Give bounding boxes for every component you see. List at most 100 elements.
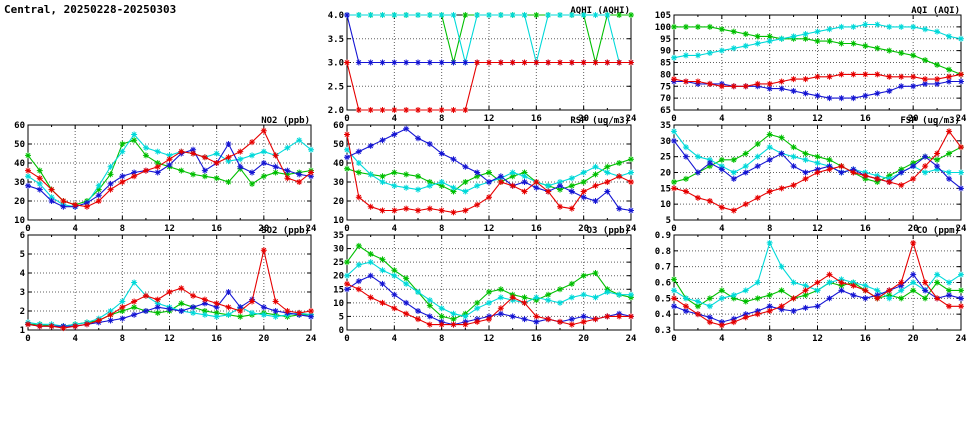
svg-text:4: 4 [719,114,725,124]
svg-text:0: 0 [671,334,676,344]
page-title: Central, 20250228-20250303 [4,3,177,16]
svg-text:FSP (ug/m3): FSP (ug/m3) [900,116,960,126]
svg-text:5: 5 [666,216,671,226]
svg-text:24: 24 [626,224,637,234]
svg-text:6: 6 [20,231,25,241]
svg-text:20: 20 [908,114,919,124]
svg-text:60: 60 [14,121,25,131]
chart-co: 0 4 8 12 16 20 24 0.3 0.4 0.5 0.6 0.7 0.8 0.9 CO (ppm) [648,225,968,346]
chart-no2: 0 4 8 12 16 20 24 10 20 30 40 50 60 NO2 (ppb) [2,115,318,236]
svg-text:4: 4 [392,334,398,344]
svg-text:12: 12 [484,114,495,124]
svg-text:24: 24 [956,334,967,344]
svg-text:16: 16 [211,224,222,234]
svg-text:AQI (AQI): AQI (AQI) [911,6,960,16]
svg-text:2: 2 [20,307,25,317]
svg-text:0.7: 0.7 [655,263,671,273]
chart-rsp: 0 4 8 12 16 20 24 10 20 30 40 50 60 RSP (ug/m3) [321,115,638,236]
svg-text:24: 24 [956,114,967,124]
svg-text:30: 30 [660,137,671,147]
svg-text:8: 8 [767,334,772,344]
svg-text:16: 16 [531,114,542,124]
svg-text:16: 16 [211,334,222,344]
svg-text:20: 20 [258,334,269,344]
svg-text:24: 24 [626,114,637,124]
svg-text:8: 8 [439,224,444,234]
svg-text:0.9: 0.9 [655,231,671,241]
svg-text:12: 12 [164,334,175,344]
svg-text:95: 95 [660,35,671,45]
svg-text:4: 4 [20,269,26,279]
svg-text:20: 20 [578,334,589,344]
svg-text:0: 0 [25,334,30,344]
svg-text:10: 10 [14,216,25,226]
svg-text:1: 1 [20,326,25,336]
svg-text:24: 24 [956,224,967,234]
svg-text:15: 15 [333,285,344,295]
svg-text:20: 20 [908,334,919,344]
svg-text:30: 30 [333,245,344,255]
svg-text:20: 20 [578,114,589,124]
chart-aqhi: 0 4 8 12 16 20 24 2.0 2.5 3.0 3.5 4.0 AQHI (AQHI) [321,5,638,126]
svg-text:30: 30 [333,178,344,188]
svg-text:4: 4 [719,224,725,234]
svg-text:60: 60 [333,121,344,131]
svg-text:O3 (ppb): O3 (ppb) [587,226,630,236]
svg-text:65: 65 [660,106,671,116]
svg-text:SO2 (ppb): SO2 (ppb) [261,226,310,236]
svg-text:85: 85 [660,59,671,69]
svg-text:4: 4 [392,224,398,234]
svg-text:30: 30 [14,178,25,188]
svg-text:NO2 (ppb): NO2 (ppb) [261,116,310,126]
svg-text:105: 105 [655,11,671,21]
svg-text:0: 0 [344,224,349,234]
svg-text:20: 20 [660,169,671,179]
svg-text:40: 40 [14,159,25,169]
svg-text:8: 8 [120,224,125,234]
svg-text:12: 12 [484,224,495,234]
svg-text:3.5: 3.5 [328,35,344,45]
svg-text:24: 24 [626,334,637,344]
svg-text:80: 80 [660,70,671,80]
svg-text:8: 8 [439,114,444,124]
chart-fsp: 0 4 8 12 16 20 24 5 10 15 20 25 30 35 FSP (ug/m3) [648,115,968,236]
svg-text:16: 16 [531,334,542,344]
svg-text:2.0: 2.0 [328,106,344,116]
svg-text:50: 50 [333,140,344,150]
svg-text:90: 90 [660,47,671,57]
svg-text:75: 75 [660,82,671,92]
svg-text:24: 24 [306,334,317,344]
svg-text:35: 35 [660,121,671,131]
svg-text:0.4: 0.4 [655,310,672,320]
svg-text:40: 40 [333,159,344,169]
svg-text:2.5: 2.5 [328,82,344,92]
svg-text:0.6: 0.6 [655,279,671,289]
svg-text:0: 0 [671,224,676,234]
svg-text:20: 20 [333,272,344,282]
svg-text:25: 25 [660,153,671,163]
svg-text:RSP (ug/m3): RSP (ug/m3) [570,116,630,126]
svg-text:20: 20 [333,197,344,207]
svg-text:10: 10 [333,299,344,309]
svg-text:8: 8 [767,224,772,234]
svg-text:4.0: 4.0 [328,11,344,21]
svg-text:0.8: 0.8 [655,247,671,257]
svg-text:AQHI (AQHI): AQHI (AQHI) [570,6,630,16]
chart-o3: 0 4 8 12 16 20 24 0 5 10 15 20 25 30 35 O3 (ppb) [321,225,638,346]
svg-text:35: 35 [333,231,344,241]
svg-text:5: 5 [20,250,25,260]
svg-text:12: 12 [812,224,823,234]
svg-text:20: 20 [14,197,25,207]
svg-text:8: 8 [767,114,772,124]
svg-text:16: 16 [531,224,542,234]
svg-text:24: 24 [306,224,317,234]
svg-text:5: 5 [339,312,344,322]
svg-text:4: 4 [72,224,78,234]
svg-text:3: 3 [20,288,25,298]
svg-text:100: 100 [655,23,671,33]
svg-text:10: 10 [660,200,671,210]
svg-text:10: 10 [333,216,344,226]
svg-text:12: 12 [484,334,495,344]
svg-text:CO (ppm): CO (ppm) [917,226,960,236]
